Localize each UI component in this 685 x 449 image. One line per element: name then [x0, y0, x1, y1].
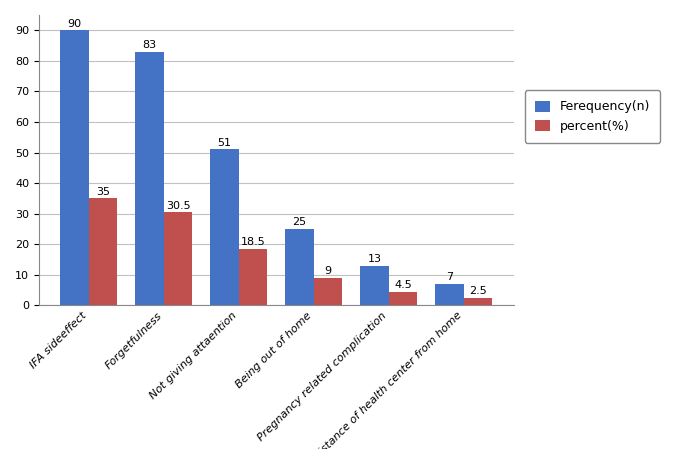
Bar	[164, 212, 192, 305]
Text: 4.5: 4.5	[394, 280, 412, 290]
Bar	[435, 284, 464, 305]
Bar	[136, 52, 164, 305]
Text: 18.5: 18.5	[240, 237, 266, 247]
Bar	[239, 249, 267, 305]
Text: 35: 35	[96, 187, 110, 197]
Text: 13: 13	[367, 254, 382, 264]
Bar	[89, 198, 117, 305]
Text: 2.5: 2.5	[469, 286, 487, 296]
Bar	[360, 266, 388, 305]
Text: 90: 90	[68, 19, 82, 29]
Bar	[388, 291, 417, 305]
Bar	[285, 229, 314, 305]
Text: 51: 51	[218, 138, 232, 148]
Bar	[210, 150, 239, 305]
Text: 30.5: 30.5	[166, 201, 190, 211]
Legend: Ferequency(n), percent(%): Ferequency(n), percent(%)	[525, 91, 660, 143]
Bar	[60, 30, 89, 305]
Text: 25: 25	[292, 217, 307, 227]
Bar	[314, 278, 342, 305]
Text: 83: 83	[142, 40, 157, 50]
Bar	[464, 298, 492, 305]
Text: 7: 7	[446, 273, 453, 282]
Text: 9: 9	[325, 266, 332, 276]
